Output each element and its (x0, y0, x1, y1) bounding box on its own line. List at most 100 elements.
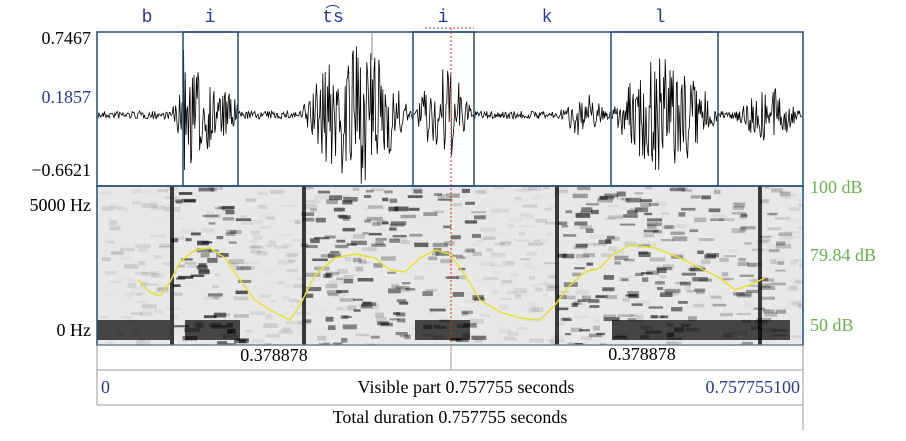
spectrogram-cell (644, 187, 653, 190)
spectrogram-cell (526, 251, 537, 256)
spectrogram-cell (326, 290, 342, 294)
spectrogram-cell (684, 285, 691, 290)
spectrogram-cell (452, 292, 464, 297)
spectrogram-cell (342, 216, 350, 221)
spectrogram-cell (443, 225, 452, 229)
spectrogram-cell (589, 305, 600, 308)
spectrogram-cell (737, 294, 751, 298)
spectrogram-cell (549, 276, 558, 280)
spectrogram-cell (187, 265, 201, 268)
spectrogram-cell (196, 265, 208, 270)
spectrogram-cell (444, 241, 455, 246)
spectrogram-cell (185, 238, 192, 242)
spectrogram-cell (240, 266, 255, 270)
visible-part[interactable]: Visible part 0.757755 seconds (358, 377, 575, 397)
cursor-right-duration[interactable]: 0.378878 (608, 344, 676, 364)
spectrogram-cell (344, 257, 351, 262)
spectrogram-cell (304, 186, 314, 190)
spectrogram-cell (775, 269, 786, 272)
spectrogram-cell (137, 339, 145, 343)
spectrogram-cell (370, 188, 385, 192)
spectrogram-cell (737, 262, 749, 266)
spectrogram-cell (452, 203, 462, 207)
visible-end[interactable]: 0.757755100 (706, 377, 801, 397)
spectrogram-cell (365, 343, 375, 345)
spectrogram-cell (381, 221, 389, 225)
spectrogram-cell (310, 208, 317, 212)
spectrogram-cell (206, 210, 215, 215)
spectrogram-cell (693, 303, 705, 308)
spectrogram-cell (641, 242, 656, 246)
spectrogram-cell (213, 312, 227, 318)
spectrogram-cell (623, 214, 638, 218)
spectrogram-cell (380, 322, 393, 327)
spectrogram-cell (174, 218, 184, 220)
spectrogram-cell (238, 279, 252, 283)
spectrogram-cell (779, 191, 788, 195)
spectrogram-cell (464, 220, 478, 224)
spectrogram-cell (265, 334, 281, 338)
spectrogram-cell (732, 206, 744, 211)
spectrogram-cell (138, 260, 146, 266)
spectrogram-cell (463, 323, 477, 328)
total-duration[interactable]: Total duration 0.757755 seconds (333, 407, 568, 427)
spectrogram-cell (791, 335, 803, 338)
spectrogram-cell (803, 272, 811, 276)
spectrogram-cell (343, 275, 354, 280)
spectrogram-cell (327, 293, 339, 296)
spectrogram-cell (234, 339, 247, 344)
spectrogram-cell (662, 264, 675, 269)
burst (758, 186, 762, 345)
spectrogram-cell (663, 288, 675, 292)
spectrogram-cell (387, 271, 396, 274)
spectrogram-cell (736, 312, 751, 315)
pitch-curve (137, 244, 766, 321)
spectrogram-cell (648, 203, 659, 206)
spectrogram-cell (471, 211, 487, 214)
spectrogram-cell (619, 223, 636, 226)
spectrogram-cell (471, 335, 487, 340)
spectrogram-cell (377, 321, 390, 326)
spectrogram-cell (490, 251, 496, 254)
spectrogram-cell (109, 225, 121, 231)
spectrogram-cell (608, 246, 617, 252)
spectrogram-cell (297, 277, 305, 281)
spectrogram-cell (621, 198, 631, 201)
spectrogram-cell (764, 248, 780, 252)
spectrogram-cell (548, 284, 560, 289)
spectrogram-cell (285, 254, 296, 258)
spectrogram-cell (374, 312, 384, 318)
cursor-left-duration[interactable]: 0.378878 (240, 345, 308, 365)
spectrogram-cell (767, 227, 781, 231)
formant-band (185, 320, 240, 340)
phoneme: t͡s (322, 6, 344, 28)
burst (170, 186, 174, 345)
spectrogram-cell (196, 248, 212, 253)
spectrogram-cell (474, 338, 483, 343)
spectrogram-cell (200, 228, 215, 233)
phoneme: b (142, 8, 153, 28)
spectrogram-cell (465, 248, 476, 253)
spectrogram-cell (525, 266, 537, 269)
spectrogram-cell (451, 235, 461, 240)
spectrogram-cell (776, 241, 786, 246)
spectrogram-cell (708, 208, 721, 213)
spectrogram-cell (456, 275, 466, 280)
spectrogram-cell (141, 271, 157, 276)
spectrogram-cell (763, 309, 775, 314)
spectrogram-cell (527, 225, 536, 228)
spectrogram-cell (250, 230, 261, 235)
spectrogram-cell (265, 216, 276, 220)
spectrogram-cell (565, 295, 576, 300)
spectrogram-cell (648, 306, 663, 309)
spectrogram-cell (647, 218, 663, 222)
spectrogram-cell (719, 218, 735, 222)
spectrogram-cell (544, 282, 554, 287)
visible-start[interactable]: 0 (101, 377, 110, 397)
spectrogram-cell (310, 238, 320, 244)
spectrogram-cell (433, 193, 442, 196)
spectrogram-cell (391, 283, 399, 289)
spectrogram-cell (306, 287, 322, 292)
spectrogram-cell (520, 258, 531, 261)
spectrogram-cell (480, 261, 496, 266)
